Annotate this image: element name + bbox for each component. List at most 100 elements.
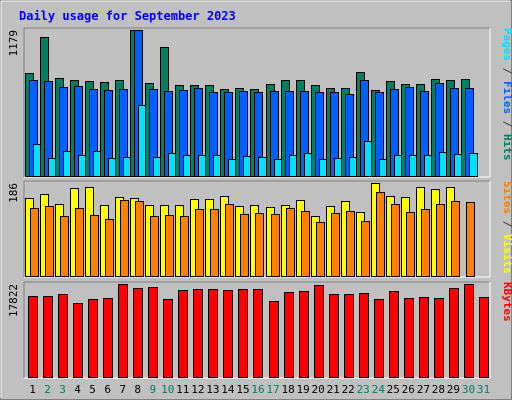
bar-kbytes-day-13 [208,289,218,378]
bar-kbytes-day-23 [359,293,369,378]
x-tick-label: 30 [462,383,475,396]
bar-kbytes-day-3 [58,294,68,378]
bar-kbytes-day-19 [299,291,309,378]
x-tick-label: 16 [251,383,264,396]
chart-title: Daily usage for September 2023 [19,9,236,23]
bar-kbytes-day-6 [103,298,113,378]
bar-sites-day-16 [255,213,264,277]
bar-sites-day-27 [421,209,430,277]
bar-sites-day-5 [90,215,99,277]
legend-part: Visits [501,234,512,274]
x-tick-label: 6 [104,383,111,396]
bar-kbytes-day-18 [284,292,294,378]
bar-sites-day-20 [316,222,325,277]
bar-kbytes-day-17 [269,301,279,378]
bar-sites-day-24 [376,192,385,277]
panel-kbytes: 17822 KBytes [7,281,512,379]
legend-part: / [501,114,512,134]
bar-sites-day-14 [225,204,234,277]
x-tick-label: 9 [149,383,156,396]
x-tick-label: 8 [134,383,141,396]
bar-sites-day-2 [45,206,54,277]
legend-part: Pages [501,28,512,61]
bar-sites-day-4 [75,208,84,277]
bar-sites-day-19 [301,211,310,277]
bar-kbytes-day-14 [223,290,233,378]
legend-part: Sites [501,181,512,214]
bar-kbytes-day-7 [118,284,128,378]
bar-sites-day-28 [436,204,445,277]
bar-sites-day-25 [391,204,400,277]
x-tick-label: 23 [357,383,370,396]
bar-sites-day-18 [286,208,295,277]
bar-sites-day-3 [60,216,69,277]
bar-sites-day-12 [195,209,204,277]
x-tick-label: 26 [402,383,415,396]
bar-sites-day-21 [331,213,340,277]
bar-sites-day-29 [451,201,460,277]
bar-kbytes-day-5 [88,299,98,378]
bar-sites-day-13 [210,209,219,277]
legend-part: Hits [501,134,512,161]
bar-kbytes-day-10 [163,299,173,378]
bar-kbytes-day-12 [193,289,203,378]
series-legend-label: Pages / Files / Hits [501,28,512,161]
x-tick-label: 12 [191,383,204,396]
x-tick-label: 5 [89,383,96,396]
x-tick-label: 28 [432,383,445,396]
x-tick-label: 3 [59,383,66,396]
bar-sites-day-26 [406,212,415,277]
bar-kbytes-day-16 [253,289,263,378]
bar-kbytes-day-9 [148,287,158,378]
bar-kbytes-day-21 [329,294,339,378]
bar-kbytes-day-20 [314,285,324,378]
bar-sites-day-15 [240,214,249,277]
bar-kbytes-day-31 [479,297,489,378]
bar-kbytes-day-22 [344,294,354,378]
bar-sites-day-8 [135,201,144,277]
bar-sites-day-30 [466,202,475,277]
bar-kbytes-day-28 [434,298,444,378]
x-tick-label: 15 [236,383,249,396]
bar-kbytes-day-15 [238,289,248,378]
bar-kbytes-day-25 [389,291,399,378]
bar-sites-day-10 [165,215,174,277]
x-tick-label: 22 [342,383,355,396]
bar-sites-day-17 [271,214,280,277]
legend-part: KBytes [501,282,512,322]
chart-panels: 1179 Pages / Files / Hits 186 Sites / Visit… [7,27,512,379]
x-tick-labels: 1 2 3 4 5 6 7 8 9 10 11 12 13 14 15 16 17 18 19 20 21 22 23 24 2… [29,383,490,396]
bar-sites-day-9 [150,216,159,277]
panel-visits_sites: 186 Sites / Visits [7,180,512,278]
x-tick-label: 24 [372,383,386,396]
x-tick-label: 13 [206,383,219,396]
bar-kbytes-day-4 [73,303,83,378]
bar-sites-day-7 [120,200,129,277]
x-tick-label: 7 [119,383,126,396]
x-tick-label: 10 [161,383,174,396]
bar-kbytes-day-24 [374,299,384,378]
x-tick-label: 18 [281,383,294,396]
x-tick-label: 14 [221,383,235,396]
bar-sites-day-22 [346,211,355,277]
y-max-label: 17822 [7,284,20,317]
bar-pages-day-16 [258,157,267,177]
x-tick-label: 2 [44,383,51,396]
x-tick-label: 27 [417,383,430,396]
bar-kbytes-day-29 [449,288,459,378]
x-tick-label: 21 [327,383,340,396]
bar-kbytes-day-11 [178,290,188,378]
bar-sites-day-1 [30,208,39,277]
x-tick-label: 1 [29,383,36,396]
legend-part: / [501,61,512,81]
bar-sites-day-6 [105,219,114,277]
bar-kbytes-day-8 [133,288,143,378]
x-tick-label: 17 [266,383,279,396]
x-tick-label: 31 [477,383,490,396]
y-max-label: 186 [7,183,20,203]
bar-sites-day-23 [361,221,370,277]
x-tick-label: 29 [447,383,460,396]
bar-sites-day-11 [180,216,189,277]
series-legend-label: KBytes [501,282,512,322]
